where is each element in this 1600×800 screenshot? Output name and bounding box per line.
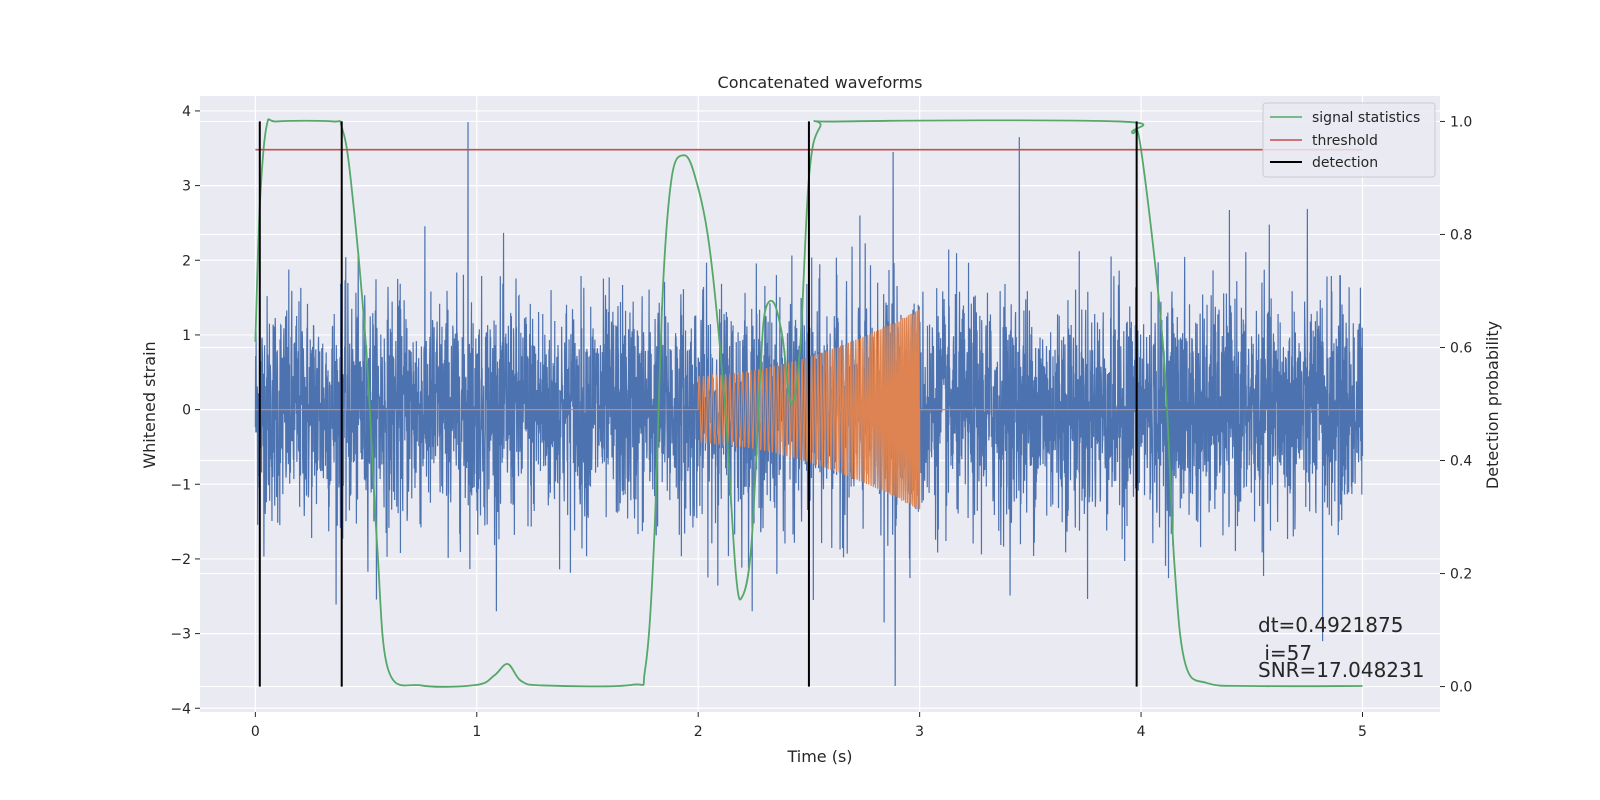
y-tick-label: 1	[182, 328, 191, 344]
y-tick-label: 4	[182, 104, 191, 120]
y-axis-title: Whitened strain	[140, 341, 159, 468]
y-tick-label: −1	[170, 477, 191, 493]
y-tick-label: −3	[170, 627, 191, 643]
y-tick-label: −2	[170, 552, 191, 568]
y-tick-label: 2	[182, 253, 191, 269]
legend-label-signal-statistics: signal statistics	[1312, 110, 1420, 126]
y-axis-right: 0.0 0.2 0.4 0.6 0.8 1.0	[1440, 114, 1472, 696]
legend: signal statistics threshold detection	[1262, 102, 1436, 178]
x-axis-title: Time (s)	[786, 747, 852, 766]
detection-layer	[258, 121, 1138, 687]
chart-title: Concatenated waveforms	[718, 73, 923, 92]
y2-tick-label: 0.6	[1450, 340, 1472, 356]
y2-tick-label: 1.0	[1450, 114, 1472, 130]
legend-label-threshold: threshold	[1312, 133, 1378, 149]
y2-axis-title: Detection probability	[1483, 321, 1502, 489]
y2-tick-label: 0.8	[1450, 227, 1472, 243]
legend-label-detection: detection	[1312, 155, 1378, 171]
y2-tick-label: 0.4	[1450, 454, 1472, 470]
y2-tick-label: 0.2	[1450, 567, 1472, 583]
annotation-i: i=57	[1258, 641, 1312, 665]
y2-tick-label: 0.0	[1450, 680, 1472, 696]
x-tick-label: 0	[251, 724, 260, 740]
x-tick-label: 3	[915, 724, 924, 740]
x-tick-label: 2	[694, 724, 703, 740]
x-axis: 0 1 2 3 4 5	[251, 712, 1367, 740]
y-axis-left: −4 −3 −2 −1 0 1 2 3 4	[170, 104, 200, 717]
legend-box	[1262, 102, 1436, 178]
annotation-snr: SNR=17.048231	[1258, 658, 1424, 682]
annotation-dt: dt=0.4921875	[1258, 613, 1403, 637]
signal-statistics-line	[254, 118, 1363, 688]
x-tick-label: 4	[1137, 724, 1146, 740]
y-tick-label: 0	[182, 403, 191, 419]
y-tick-label: 3	[182, 179, 191, 195]
x-tick-label: 1	[472, 724, 481, 740]
y-tick-label: −4	[170, 701, 191, 717]
x-tick-label: 5	[1358, 724, 1367, 740]
